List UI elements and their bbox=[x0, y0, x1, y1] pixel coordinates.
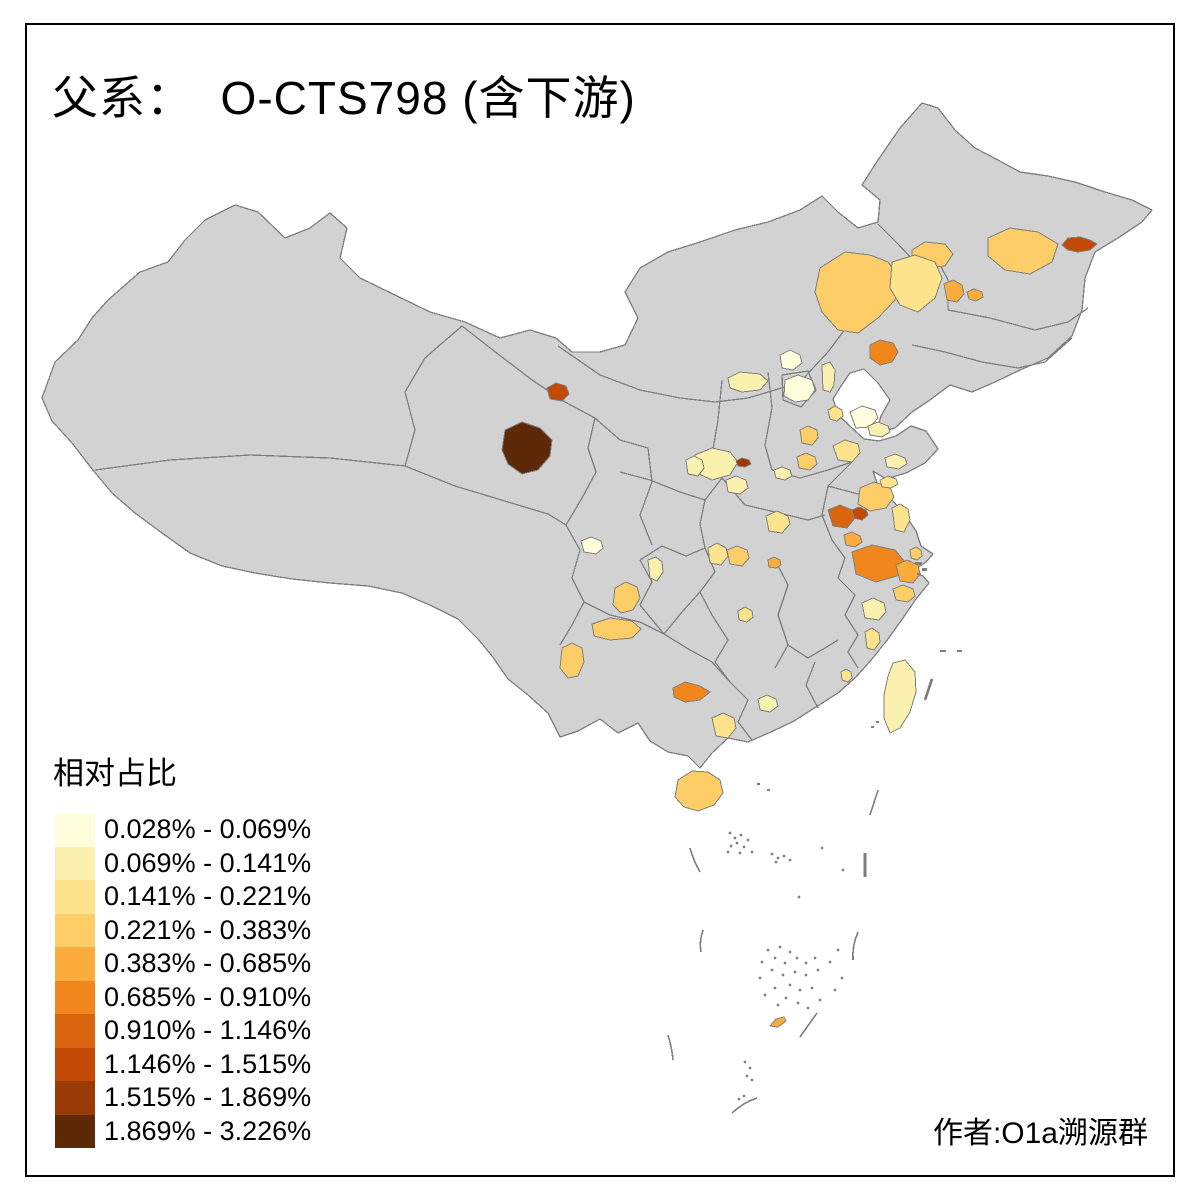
choropleth-region bbox=[1061, 236, 1098, 253]
choropleth-region bbox=[943, 279, 965, 303]
choropleth-region bbox=[840, 668, 853, 683]
legend-swatch bbox=[55, 947, 95, 981]
page-title: 父系： O-CTS798 (含下游) bbox=[52, 72, 636, 124]
choropleth-region bbox=[851, 506, 869, 521]
legend-row: 0.028% - 0.069% bbox=[55, 813, 311, 847]
legend-label: 0.383% - 0.685% bbox=[104, 948, 312, 979]
choropleth-region bbox=[884, 453, 908, 470]
legend-swatch bbox=[55, 913, 95, 947]
choropleth-region bbox=[879, 475, 899, 489]
choropleth-region bbox=[726, 545, 750, 567]
legend-label: 0.028% - 0.069% bbox=[104, 814, 312, 845]
attribution-text: 作者:O1a溯源群 bbox=[932, 1117, 1148, 1150]
choropleth-region bbox=[889, 254, 943, 313]
choropleth-region bbox=[727, 371, 769, 393]
choropleth-region bbox=[779, 349, 803, 371]
choropleth-region bbox=[832, 439, 861, 463]
choropleth-region bbox=[767, 556, 782, 569]
legend-label: 0.141% - 0.221% bbox=[104, 881, 312, 912]
choropleth-region bbox=[891, 503, 911, 533]
legend: 相对占比 0.028% - 0.069% 0.069% - 0.141% 0.1… bbox=[53, 748, 312, 1148]
legend-label: 0.685% - 0.910% bbox=[104, 981, 312, 1012]
choropleth-region bbox=[711, 712, 737, 739]
plot-frame-border bbox=[25, 23, 1175, 1177]
legend-label: 0.069% - 0.141% bbox=[104, 847, 312, 878]
legend-row: 0.383% - 0.685% bbox=[55, 947, 311, 981]
legend-swatch bbox=[55, 1047, 95, 1081]
legend-row: 0.141% - 0.221% bbox=[55, 880, 311, 914]
choropleth-region bbox=[892, 584, 916, 603]
legend-label: 0.221% - 0.383% bbox=[104, 914, 312, 945]
choropleth-region bbox=[546, 382, 570, 402]
choropleth-region bbox=[827, 405, 844, 422]
choropleth-region bbox=[501, 421, 553, 475]
legend-label: 1.869% - 3.226% bbox=[104, 1115, 312, 1146]
legend-swatch bbox=[55, 813, 95, 847]
choropleth-region bbox=[647, 556, 664, 582]
choropleth-regions bbox=[501, 227, 1098, 739]
legend-row: 0.221% - 0.383% bbox=[55, 913, 312, 947]
choropleth-region bbox=[843, 531, 863, 548]
legend-label: 0.910% - 1.146% bbox=[104, 1015, 312, 1046]
legend-swatch bbox=[55, 1081, 95, 1115]
choropleth-region bbox=[612, 581, 641, 614]
choropleth-region bbox=[796, 452, 818, 471]
choropleth-region bbox=[765, 510, 791, 534]
legend-swatch bbox=[55, 880, 95, 914]
choropleth-region bbox=[857, 481, 895, 512]
map-layers bbox=[41, 102, 1153, 1114]
sea-dashes bbox=[667, 678, 934, 1114]
choropleth-region bbox=[867, 421, 891, 438]
choropleth-region bbox=[783, 374, 816, 403]
legend-title: 相对占比 bbox=[53, 756, 177, 791]
choropleth-region bbox=[861, 597, 887, 621]
choropleth-region bbox=[737, 606, 754, 623]
choropleth-region bbox=[757, 694, 779, 713]
choropleth-region bbox=[909, 546, 923, 561]
choropleth-region bbox=[814, 251, 901, 334]
choropleth-region bbox=[799, 425, 819, 446]
choropleth-region bbox=[966, 288, 984, 302]
south-sea-islet-region bbox=[769, 1016, 787, 1028]
islands bbox=[674, 659, 917, 1028]
choropleth-region bbox=[591, 617, 642, 641]
legend-swatch bbox=[55, 1014, 95, 1048]
choropleth-region bbox=[864, 627, 881, 651]
choropleth-region bbox=[735, 457, 752, 468]
legend-swatch bbox=[55, 1114, 95, 1148]
legend-row: 1.869% - 3.226% bbox=[55, 1114, 312, 1148]
choropleth-region bbox=[559, 642, 585, 679]
legend-row: 1.146% - 1.515% bbox=[55, 1047, 312, 1081]
choropleth-region bbox=[849, 405, 879, 429]
choropleth-region bbox=[821, 361, 836, 393]
choropleth-region bbox=[580, 536, 604, 555]
choropleth-region bbox=[773, 466, 793, 481]
hainan-island-region bbox=[674, 770, 724, 812]
taiwan-island-region bbox=[883, 659, 917, 734]
choropleth-region bbox=[672, 681, 711, 703]
legend-label: 1.515% - 1.869% bbox=[104, 1082, 312, 1113]
legend-row: 0.685% - 0.910% bbox=[55, 980, 312, 1014]
legend-swatch bbox=[55, 846, 95, 880]
choropleth-region bbox=[725, 475, 749, 495]
legend-swatch bbox=[55, 980, 95, 1014]
choropleth-region bbox=[685, 455, 705, 477]
choropleth-region bbox=[869, 339, 899, 366]
legend-row: 0.910% - 1.146% bbox=[55, 1014, 311, 1048]
sea-islets bbox=[726, 562, 962, 1101]
legend-row: 1.515% - 1.869% bbox=[55, 1081, 311, 1115]
legend-label: 1.146% - 1.515% bbox=[104, 1048, 312, 1079]
legend-row: 0.069% - 0.141% bbox=[55, 846, 312, 880]
choropleth-region bbox=[987, 227, 1059, 275]
